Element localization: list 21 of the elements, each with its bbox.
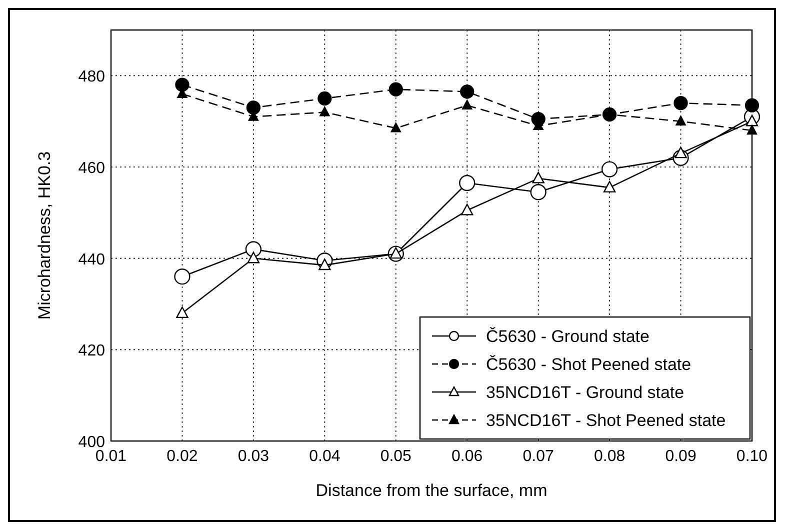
x-tick-label: 0.07 <box>522 448 554 465</box>
x-tick-label: 0.06 <box>452 448 483 465</box>
x-tick-label: 0.08 <box>594 448 626 465</box>
x-tick-label: 0.03 <box>238 448 270 465</box>
legend-label: Č5630 - Ground state <box>486 327 650 346</box>
x-tick-label: 0.02 <box>166 448 198 465</box>
legend-label: 35NCD16T - Shot Peened state <box>486 411 726 430</box>
y-tick-label: 400 <box>78 434 106 451</box>
legend-label: 35NCD16T - Ground state <box>486 383 684 402</box>
x-tick-label: 0.05 <box>380 448 412 465</box>
x-tick-label: 0.04 <box>309 448 340 465</box>
y-tick-label: 440 <box>78 251 106 268</box>
legend-label: Č5630 - Shot Peened state <box>486 355 692 374</box>
y-tick-label: 460 <box>78 160 106 177</box>
y-tick-label: 480 <box>78 68 106 86</box>
x-tick-label: 0.09 <box>665 448 696 465</box>
y-tick-label: 420 <box>78 342 106 360</box>
x-tick-label: 0.01 <box>95 448 127 465</box>
x-tick-label: 0.10 <box>736 448 768 465</box>
x-axis-title: Distance from the surface, mm <box>316 481 548 500</box>
y-axis-title: Microhardness, HK0.3 <box>35 151 54 320</box>
